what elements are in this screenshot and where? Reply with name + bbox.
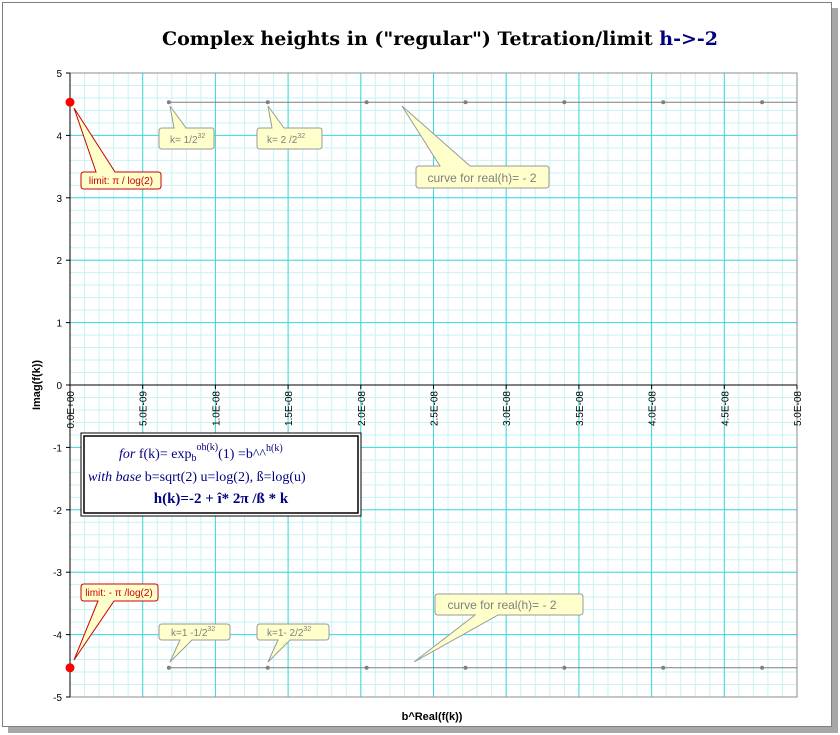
series [65, 97, 797, 673]
k-top-1-label: k= 1/2 [170, 135, 198, 146]
series-point [166, 100, 171, 105]
svg-text:k= 1/232: k= 1/232 [170, 133, 205, 146]
series-point [265, 665, 270, 670]
curve-top-label: curve for real(h)= - 2 [427, 171, 536, 185]
series-point [364, 665, 369, 670]
formula-line-1: for f(k)= expboh(k)(1) =b^^h(k) [119, 442, 283, 464]
curve-bottom-label: curve for real(h)= - 2 [447, 598, 556, 612]
x-tick-label: 4.0E-08 [648, 391, 659, 426]
x-tick-label: 2.0E-08 [357, 391, 368, 426]
series-point [760, 665, 765, 670]
y-tick-label: -4 [53, 631, 62, 642]
limit-bottom-label: limit: - π /log(2) [85, 588, 152, 599]
x-tick-label: 5.0E-09 [139, 391, 150, 426]
limit-top-label: limit: π / log(2) [89, 176, 153, 187]
callout-k-bottom-2: k=1- 2/232 [256, 623, 330, 663]
x-tick-label: 3.0E-08 [502, 391, 513, 426]
x-tick-label: 1.5E-08 [284, 391, 295, 426]
limit-point [65, 663, 75, 673]
callout-k-top-1: k= 1/232 [158, 105, 215, 150]
series-point [463, 665, 468, 670]
x-tick-label: 0.0E+00 [66, 391, 77, 429]
series-point [364, 100, 369, 105]
callout-k-top-2: k= 2 /232 [256, 105, 323, 150]
svg-text:k=1 -1/232: k=1 -1/232 [171, 626, 215, 639]
svg-text:k=1- 2/232: k=1- 2/232 [267, 626, 311, 639]
y-tick-label: -3 [53, 568, 62, 579]
formula-line-3: h(k)=-2 + î* 2π /ß * k [154, 491, 289, 507]
x-axis-label: b^Real(f(k)) [402, 711, 463, 723]
y-axis-label: Imag(f(k)) [31, 360, 43, 410]
formula-line-2: with base b=sqrt(2) u=log(2), ß=log(u) [88, 470, 306, 485]
k-bottom-2-sup: 32 [303, 626, 311, 633]
y-tick-label: 0 [56, 381, 62, 392]
series-point [760, 100, 765, 105]
k-top-2-label: k= 2 /2 [267, 135, 298, 146]
k-bottom-2-label: k=1- 2/2 [267, 628, 304, 639]
chart-title: Complex heights in ("regular") Tetration… [162, 28, 718, 50]
y-tick-label: -2 [53, 506, 62, 517]
y-tick-label: 2 [56, 256, 62, 267]
k-top-2-sup: 32 [297, 133, 305, 140]
y-tick-label: 3 [56, 194, 62, 205]
y-tick-label: 1 [56, 319, 62, 330]
series-point [166, 665, 171, 670]
callout-curve-top: curve for real(h)= - 2 [401, 105, 550, 189]
x-tick-label: 2.5E-08 [430, 391, 441, 426]
callout-limit-top: limit: π / log(2) [73, 107, 162, 190]
limit-point [65, 97, 75, 107]
k-bottom-1-sup: 32 [207, 626, 215, 633]
chart-title-accent: h->-2 [659, 28, 718, 50]
series-point [661, 665, 666, 670]
svg-text:k= 2 /232: k= 2 /232 [267, 133, 305, 146]
y-tick-label: -5 [53, 693, 62, 704]
axes: 0.0E+00 5.0E-09 1.0E-08 1.5E-08 2.0E-08 2.5E-… [53, 69, 804, 704]
formula-box: for f(k)= expboh(k)(1) =b^^h(k) with bas… [80, 432, 362, 517]
callout-k-bottom-1: k=1 -1/232 [158, 623, 231, 663]
callout-curve-bottom: curve for real(h)= - 2 [413, 593, 584, 663]
series-point [562, 665, 567, 670]
k-top-1-sup: 32 [198, 133, 206, 140]
series-point [265, 100, 270, 105]
series-point [562, 100, 567, 105]
series-point [463, 100, 468, 105]
y-tick-label: 5 [56, 69, 62, 80]
x-tick-label: 4.5E-08 [720, 391, 731, 426]
y-tick-label: -1 [53, 443, 62, 454]
callout-limit-bottom: limit: - π /log(2) [73, 583, 159, 661]
y-tick-label: 4 [56, 131, 62, 142]
x-tick-label: 3.5E-08 [575, 391, 586, 426]
x-tick-label: 1.0E-08 [211, 391, 222, 426]
series-point [661, 100, 666, 105]
k-bottom-1-label: k=1 -1/2 [171, 628, 208, 639]
x-tick-label: 5.0E-08 [793, 391, 804, 426]
